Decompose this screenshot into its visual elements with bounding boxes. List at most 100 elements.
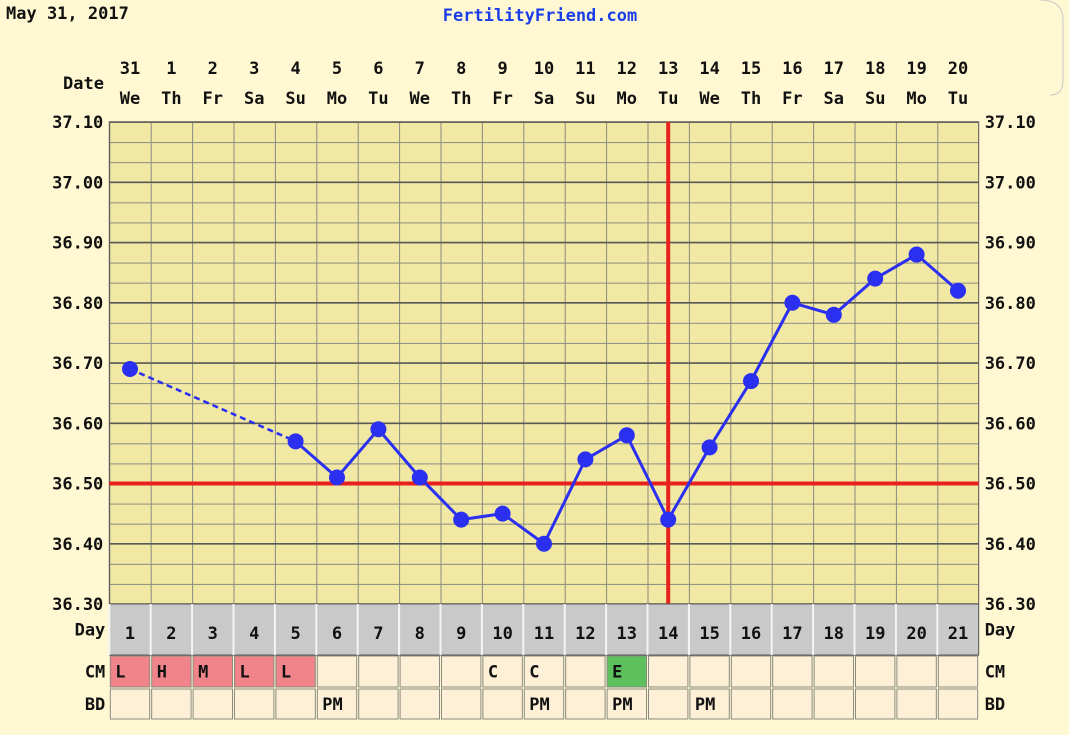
weekday-label: Fr bbox=[203, 89, 223, 109]
cell-text: H bbox=[157, 663, 167, 683]
day-number: 15 bbox=[699, 624, 719, 644]
day-row-bg bbox=[108, 603, 980, 656]
day-number: 10 bbox=[492, 624, 512, 644]
weekday-label: Mo bbox=[617, 89, 637, 109]
y-tick-label-right: 36.70 bbox=[985, 354, 1036, 374]
cell-text: E bbox=[612, 663, 622, 683]
day-number: 1 bbox=[125, 624, 135, 644]
cell bbox=[772, 655, 813, 688]
day-number: 12 bbox=[575, 624, 595, 644]
day-number: 4 bbox=[249, 624, 259, 644]
cell bbox=[565, 655, 606, 688]
cell bbox=[896, 655, 937, 688]
date-label: 12 bbox=[617, 59, 637, 79]
temperature-point bbox=[453, 511, 470, 528]
weekday-label: We bbox=[120, 89, 140, 109]
cell bbox=[316, 655, 358, 688]
cell bbox=[399, 655, 441, 688]
date-label: 2 bbox=[208, 59, 218, 79]
temperature-point bbox=[370, 421, 387, 438]
cell bbox=[109, 688, 151, 720]
row-label: Day bbox=[75, 621, 106, 641]
date-label: 20 bbox=[948, 59, 968, 79]
day-number: 2 bbox=[166, 624, 176, 644]
temperature-point bbox=[660, 511, 677, 528]
day-number: 17 bbox=[782, 624, 802, 644]
day-number: 18 bbox=[824, 624, 844, 644]
date-label: 5 bbox=[332, 59, 342, 79]
date-label: 3 bbox=[249, 59, 259, 79]
weekday-label: Su bbox=[865, 89, 885, 109]
row-label: CM bbox=[85, 663, 105, 683]
day-number: 14 bbox=[658, 624, 678, 644]
site-name: FertilityFriend.com bbox=[443, 6, 637, 26]
y-tick-label-right: 36.60 bbox=[985, 414, 1036, 434]
date-label: 31 bbox=[120, 59, 140, 79]
cell bbox=[234, 655, 275, 688]
weekday-label: Mo bbox=[906, 89, 926, 109]
y-tick-label: 36.60 bbox=[52, 414, 103, 434]
row-label-right: BD bbox=[985, 695, 1005, 715]
cell bbox=[192, 655, 234, 688]
day-number: 16 bbox=[741, 624, 761, 644]
date-label: 6 bbox=[373, 59, 383, 79]
date-label: 10 bbox=[534, 59, 554, 79]
cell bbox=[482, 688, 523, 720]
cell bbox=[855, 655, 896, 688]
cell bbox=[234, 688, 275, 720]
day-number: 5 bbox=[290, 624, 300, 644]
cell bbox=[151, 655, 192, 688]
day-number: 9 bbox=[456, 624, 466, 644]
weekday-label: Su bbox=[575, 89, 595, 109]
x-axis-label: Date bbox=[63, 74, 104, 94]
row-label-right: CM bbox=[985, 663, 1005, 683]
cell bbox=[606, 655, 647, 688]
day-number: 13 bbox=[617, 624, 637, 644]
cell bbox=[937, 655, 979, 688]
date-label: 8 bbox=[456, 59, 466, 79]
day-number: 19 bbox=[865, 624, 885, 644]
temperature-point bbox=[743, 373, 759, 390]
cell-text: PM bbox=[612, 695, 632, 715]
temperature-point bbox=[287, 433, 304, 450]
cell bbox=[565, 688, 606, 720]
date-label: 17 bbox=[824, 59, 844, 79]
weekday-label: Tu bbox=[658, 89, 678, 109]
weekday-label: Fr bbox=[492, 89, 512, 109]
cell-text: C bbox=[529, 663, 539, 683]
cell bbox=[689, 655, 730, 688]
cell bbox=[689, 688, 730, 720]
weekday-label: Sa bbox=[824, 89, 844, 109]
cell bbox=[358, 688, 399, 720]
weekday-label: Th bbox=[161, 89, 181, 109]
date-label: 9 bbox=[497, 59, 507, 79]
cell bbox=[648, 655, 689, 688]
cell bbox=[441, 688, 482, 720]
cell-text: C bbox=[488, 663, 498, 683]
temperature-point bbox=[577, 451, 594, 468]
cell bbox=[358, 655, 399, 688]
cell-text: L bbox=[281, 663, 291, 683]
date-label: 1 bbox=[166, 59, 176, 79]
cell bbox=[441, 655, 482, 688]
y-tick-label-right: 36.90 bbox=[985, 234, 1036, 254]
temperature-point bbox=[867, 270, 884, 287]
y-tick-label: 36.50 bbox=[52, 475, 103, 495]
day-number: 7 bbox=[373, 624, 383, 644]
frame-edge bbox=[1039, 0, 1064, 96]
y-tick-label: 36.90 bbox=[52, 234, 103, 254]
y-tick-label: 36.70 bbox=[52, 354, 103, 374]
date-label: 16 bbox=[782, 59, 802, 79]
temperature-point bbox=[825, 306, 842, 323]
cell-text: PM bbox=[695, 695, 715, 715]
y-tick-label-right: 36.50 bbox=[985, 475, 1036, 495]
gap-connector bbox=[129, 367, 297, 443]
cell bbox=[896, 688, 937, 720]
weekday-label: Tu bbox=[948, 89, 968, 109]
date-label: 19 bbox=[906, 59, 926, 79]
temperature-point bbox=[536, 535, 552, 552]
cell bbox=[606, 688, 647, 720]
cell bbox=[192, 688, 234, 720]
cell bbox=[316, 688, 358, 720]
cell bbox=[151, 688, 192, 720]
